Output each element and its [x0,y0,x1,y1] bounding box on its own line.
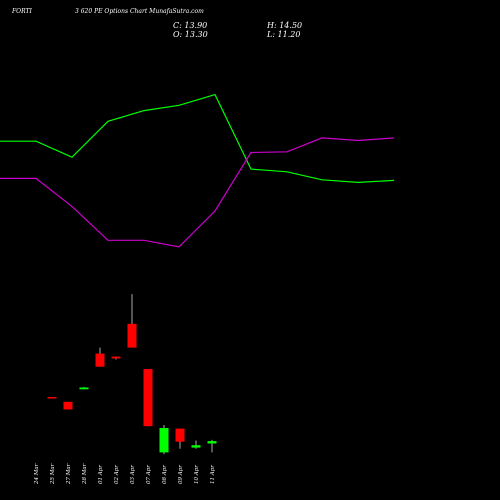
candle-28-mar [79,386,89,390]
candle-body [175,428,185,442]
candle-02-apr [111,356,121,360]
x-tick-label: 03 Apr [130,465,136,484]
high-value: H: 14.50 [267,21,303,30]
candle-25-mar [47,397,57,399]
candle-11-apr [207,439,217,453]
candle-body [95,353,105,367]
x-tick-label: 08 Apr [162,465,168,484]
indicator-lines [0,93,395,248]
candle-body [63,401,73,410]
x-tick-label: 09 Apr [178,465,184,484]
x-tick-label: 24 Mar [34,463,40,485]
candle-07-apr [143,369,153,427]
candle-body [79,387,89,390]
candle-03-apr [127,294,137,348]
low-value: L: 11.20 [267,30,301,39]
candle-body [47,397,57,399]
candle-body [111,356,121,359]
x-tick-label: 28 Mar [82,463,88,485]
candle-08-apr [159,425,169,455]
x-axis-labels: 24 Mar 25 Mar 27 Mar 28 Mar 01 Apr 02 Apr 03 A… [34,463,216,485]
open-value: O: 13.30 [173,30,208,39]
candle-01-apr [95,347,105,367]
candle-10-apr [191,440,201,449]
x-tick-label: 02 Apr [114,465,120,484]
candle-09-apr [175,428,185,449]
candle-body [191,445,201,448]
price-candles [47,294,217,455]
candle-body [143,369,153,427]
candle-body [127,323,137,348]
close-value: C: 13.90 [173,21,208,30]
x-tick-label: 10 Apr [194,465,200,484]
x-tick-label: 01 Apr [98,465,104,484]
x-tick-label: 25 Mar [50,463,56,485]
indicator-line-1 [0,93,395,184]
candle-body [159,428,169,453]
x-tick-label: 11 Apr [210,465,216,484]
chart-subtitle: 3 620 PE Options Chart MunafaSutra.com [75,8,204,15]
candle-27-mar [63,401,73,410]
x-tick-label: 27 Mar [66,463,72,485]
candle-body [207,441,217,444]
chart-symbol: FORTI [12,8,32,15]
x-tick-label: 07 Apr [146,465,152,484]
indicator-line-2 [0,137,395,248]
